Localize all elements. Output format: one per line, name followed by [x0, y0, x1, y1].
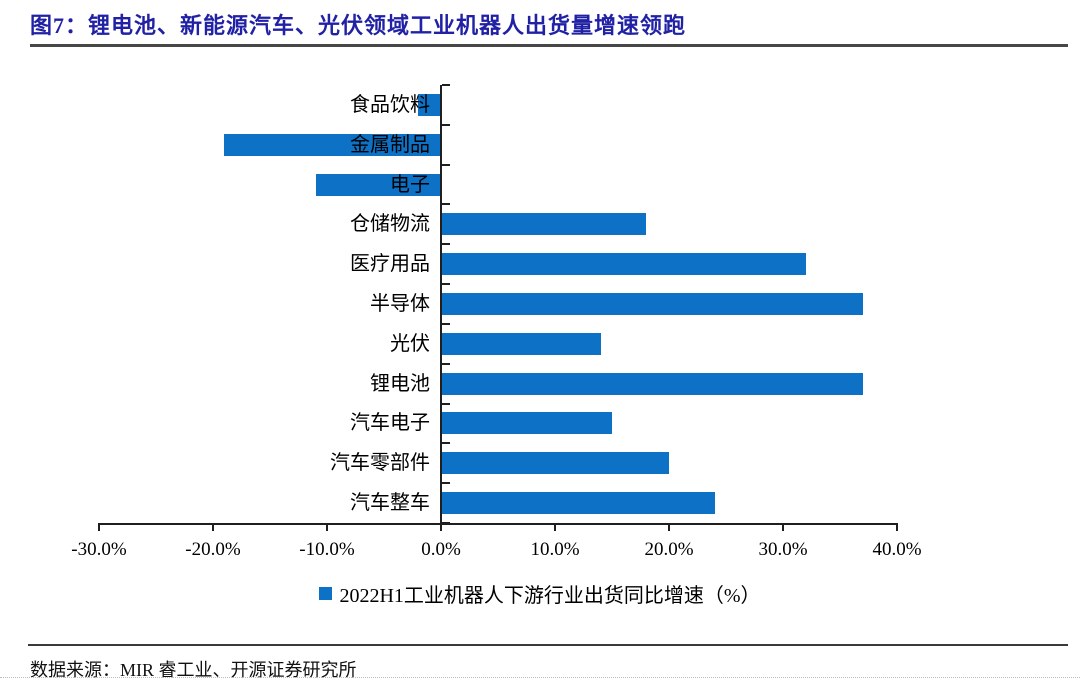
category-label: 电子 — [390, 174, 430, 196]
title-divider — [30, 44, 1068, 47]
source-divider — [28, 644, 1068, 646]
y-axis-tick — [442, 124, 450, 126]
x-axis-tick-label: -30.0% — [71, 539, 127, 560]
chart-bar — [224, 134, 441, 156]
category-label: 汽车电子 — [350, 412, 430, 434]
category-label: 锂电池 — [370, 373, 430, 395]
chart-bar — [441, 412, 612, 434]
category-label: 医疗用品 — [350, 253, 430, 275]
bar-chart: 食品饮料金属制品电子仓储物流医疗用品半导体光伏锂电池汽车电子汽车零部件汽车整车 -… — [71, 84, 922, 560]
y-axis-tick — [442, 403, 450, 405]
figure-title: 图7：锂电池、新能源汽车、光伏领域工业机器人出货量增速领跑 — [30, 13, 687, 38]
x-axis-tick — [212, 523, 214, 531]
category-label: 光伏 — [390, 333, 430, 355]
category-label: 金属制品 — [350, 134, 430, 156]
legend-swatch-icon — [319, 587, 333, 600]
x-axis-tick — [668, 523, 670, 531]
x-axis-tick-label: -10.0% — [299, 539, 355, 560]
chart-bar — [441, 492, 715, 514]
x-axis-tick — [440, 523, 442, 531]
category-label: 食品饮料 — [350, 94, 430, 116]
y-axis-tick — [442, 243, 450, 245]
x-axis-tick — [896, 523, 898, 531]
category-label: 半导体 — [370, 293, 430, 315]
x-axis-tick — [98, 523, 100, 531]
y-axis-tick — [442, 323, 450, 325]
category-label: 汽车整车 — [350, 492, 430, 514]
chart-bar — [441, 452, 669, 474]
chart-bar — [441, 213, 647, 235]
data-source-text: 数据来源：MIR 睿工业、开源证券研究所 — [30, 660, 357, 680]
category-label: 汽车零部件 — [330, 452, 430, 474]
page-edge-line — [0, 677, 1080, 678]
chart-bar — [441, 373, 863, 395]
y-axis-line — [440, 85, 442, 525]
y-axis-tick — [442, 363, 450, 365]
x-axis-line — [99, 523, 897, 525]
chart-bar — [315, 174, 441, 196]
chart-bar — [418, 94, 441, 116]
y-axis-tick — [442, 84, 450, 86]
x-axis-tick — [782, 523, 784, 531]
x-axis-tick-label: 40.0% — [872, 539, 922, 560]
y-axis-tick — [442, 164, 450, 166]
chart-bar — [441, 333, 601, 355]
chart-bar — [441, 293, 863, 315]
x-axis-tick-label: 30.0% — [758, 539, 808, 560]
x-axis-tick — [326, 523, 328, 531]
y-axis-tick — [442, 283, 450, 285]
x-axis-tick-label: 0.0% — [421, 539, 461, 560]
category-label: 仓储物流 — [350, 213, 430, 235]
y-axis-tick — [442, 522, 450, 524]
y-axis-tick — [442, 203, 450, 205]
x-axis-tick-label: 20.0% — [644, 539, 694, 560]
chart-legend: 2022H1工业机器人下游行业出货同比增速（%） — [0, 579, 1080, 608]
legend-label: 2022H1工业机器人下游行业出货同比增速（%） — [339, 585, 761, 607]
y-axis-tick — [442, 442, 450, 444]
x-axis-tick — [554, 523, 556, 531]
x-axis-tick-label: 10.0% — [530, 539, 580, 560]
chart-bar — [441, 253, 806, 275]
y-axis-tick — [442, 482, 450, 484]
x-axis-tick-label: -20.0% — [185, 539, 241, 560]
